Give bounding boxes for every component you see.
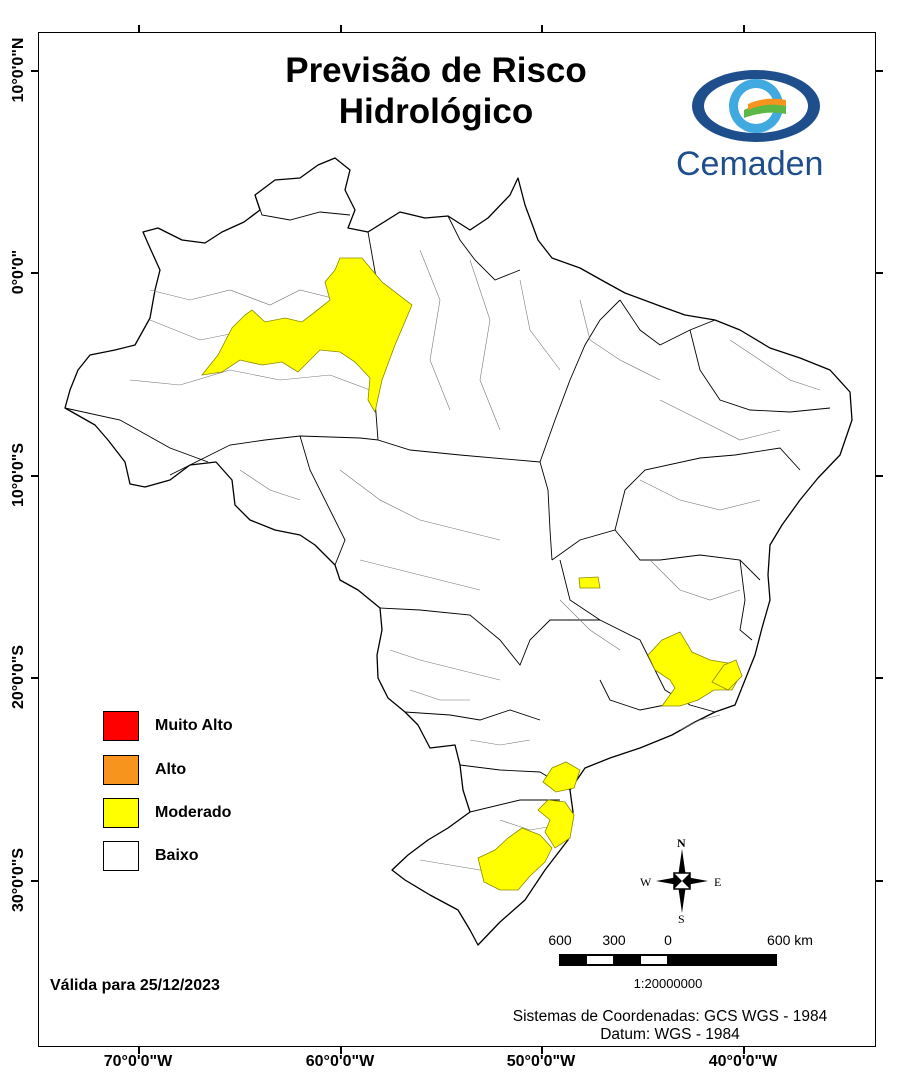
legend-item-alto: Alto xyxy=(103,754,186,786)
lat-tick-left xyxy=(31,70,38,72)
scale-label: 600 xyxy=(548,932,572,948)
scale-label: 600 km xyxy=(767,932,813,948)
lon-tick-top xyxy=(743,25,745,32)
title-line-1: Previsão de Risco xyxy=(285,51,587,90)
lon-tick-bottom xyxy=(743,1047,745,1054)
lon-tick-bottom xyxy=(340,1047,342,1054)
coordinate-info: Sistemas de Coordenadas: GCS WGS - 1984 … xyxy=(480,1008,860,1044)
lat-tick-right xyxy=(876,880,883,882)
lat-tick-left xyxy=(31,880,38,882)
valid-date: Válida para 25/12/2023 xyxy=(50,977,220,994)
legend-swatch xyxy=(103,798,139,828)
lon-label: 50°0'0"W xyxy=(506,1053,576,1070)
logo-text: Cemaden xyxy=(676,145,824,183)
compass-rose-icon xyxy=(656,849,708,913)
compass-east: E xyxy=(714,875,722,889)
lon-tick-top xyxy=(340,25,342,32)
compass-north: N xyxy=(677,836,686,850)
lon-tick-top xyxy=(138,25,140,32)
scale-label: 0 xyxy=(664,932,672,948)
risk-area-es xyxy=(711,659,743,691)
lat-tick-left xyxy=(31,475,38,477)
legend-swatch xyxy=(103,841,139,871)
legend-label: Moderado xyxy=(155,804,232,821)
lon-label: 40°0'0"W xyxy=(708,1053,778,1070)
legend-label: Muito Alto xyxy=(155,717,233,734)
lon-label: 60°0'0"W xyxy=(305,1053,375,1070)
coordinate-system: Sistemas de Coordenadas: GCS WGS - 1984 xyxy=(512,1008,828,1025)
legend-item-baixo: Baixo xyxy=(103,840,199,872)
lon-tick-bottom xyxy=(541,1047,543,1054)
risk-area-sc xyxy=(537,799,575,849)
lat-tick-left xyxy=(31,272,38,274)
title-line-2: Hidrológico xyxy=(338,92,534,131)
scale-bar xyxy=(559,954,777,966)
lat-tick-right xyxy=(876,475,883,477)
legend-label: Baixo xyxy=(155,847,199,864)
compass-west: W xyxy=(640,875,652,889)
moderate-risk-areas xyxy=(201,257,743,891)
lat-tick-right xyxy=(876,677,883,679)
risk-area-amazon xyxy=(201,257,413,414)
map-frame xyxy=(38,32,876,1047)
scale-label: 300 xyxy=(602,932,626,948)
lat-tick-left xyxy=(31,677,38,679)
datum: Datum: WGS - 1984 xyxy=(600,1026,740,1043)
legend-item-moderado: Moderado xyxy=(103,797,231,829)
scale-ratio: 1:20000000 xyxy=(633,976,703,991)
map-title: Previsão de Risco Hidrológico xyxy=(236,50,636,132)
risk-area-parana xyxy=(542,761,581,793)
risk-area-goias xyxy=(578,576,601,589)
cemaden-logo xyxy=(692,70,820,142)
lat-tick-right xyxy=(876,70,883,72)
lat-tick-right xyxy=(876,272,883,274)
lon-label: 70°0'0"W xyxy=(103,1053,173,1070)
lon-tick-bottom xyxy=(138,1047,140,1054)
risk-area-rs xyxy=(477,827,553,891)
lon-tick-top xyxy=(541,25,543,32)
legend-item-muito-alto: Muito Alto xyxy=(103,710,233,742)
risk-area-minas xyxy=(647,631,741,707)
legend-swatch xyxy=(103,755,139,785)
legend-label: Alto xyxy=(155,761,187,778)
legend-swatch xyxy=(103,711,139,741)
compass-south: S xyxy=(678,912,685,926)
